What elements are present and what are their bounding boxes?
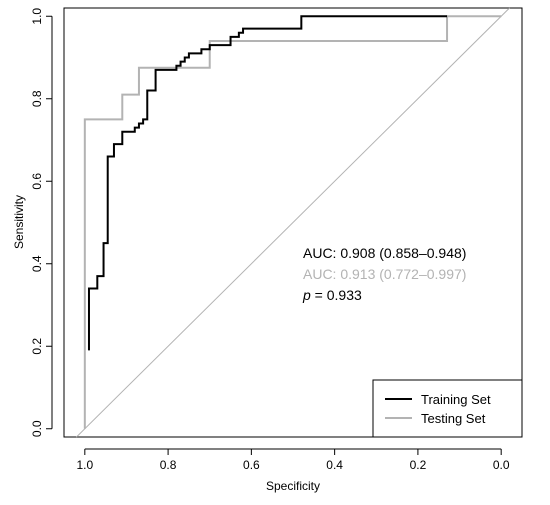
legend-label-testing: Testing Set <box>421 411 486 426</box>
plot-frame <box>63 7 523 438</box>
x-tick-label: 0.6 <box>243 458 260 472</box>
y-tick-label: 1.0 <box>30 8 44 25</box>
x-tick-label: 0.8 <box>160 458 177 472</box>
x-tick-label: 1.0 <box>76 458 93 472</box>
x-tick-label: 0.4 <box>326 458 343 472</box>
roc-curve-training <box>87 15 448 351</box>
y-tick-label: 0.0 <box>30 420 44 437</box>
x-tick-label: 0.0 <box>493 458 510 472</box>
reference-diagonal <box>76 7 510 438</box>
y-tick-label: 0.6 <box>30 173 44 190</box>
p-value-text: = 0.933 <box>311 287 362 303</box>
x-axis-label: Specificity <box>266 479 320 493</box>
y-axis-label: Sensitivity <box>12 195 26 249</box>
y-tick-label: 0.8 <box>30 90 44 107</box>
legend: Training Set Testing Set <box>372 379 523 438</box>
legend-box <box>372 379 523 438</box>
auc-training-annotation: AUC: 0.908 (0.858–0.948) <box>303 245 466 261</box>
y-tick-label: 0.2 <box>30 338 44 355</box>
p-symbol: p <box>302 287 311 303</box>
x-tick-label: 0.2 <box>410 458 427 472</box>
p-value-annotation: p = 0.933 <box>302 287 362 303</box>
y-tick-label: 0.4 <box>30 255 44 272</box>
auc-testing-annotation: AUC: 0.913 (0.772–0.997) <box>303 266 466 282</box>
legend-label-training: Training Set <box>421 392 491 407</box>
roc-curve-testing <box>83 15 502 429</box>
